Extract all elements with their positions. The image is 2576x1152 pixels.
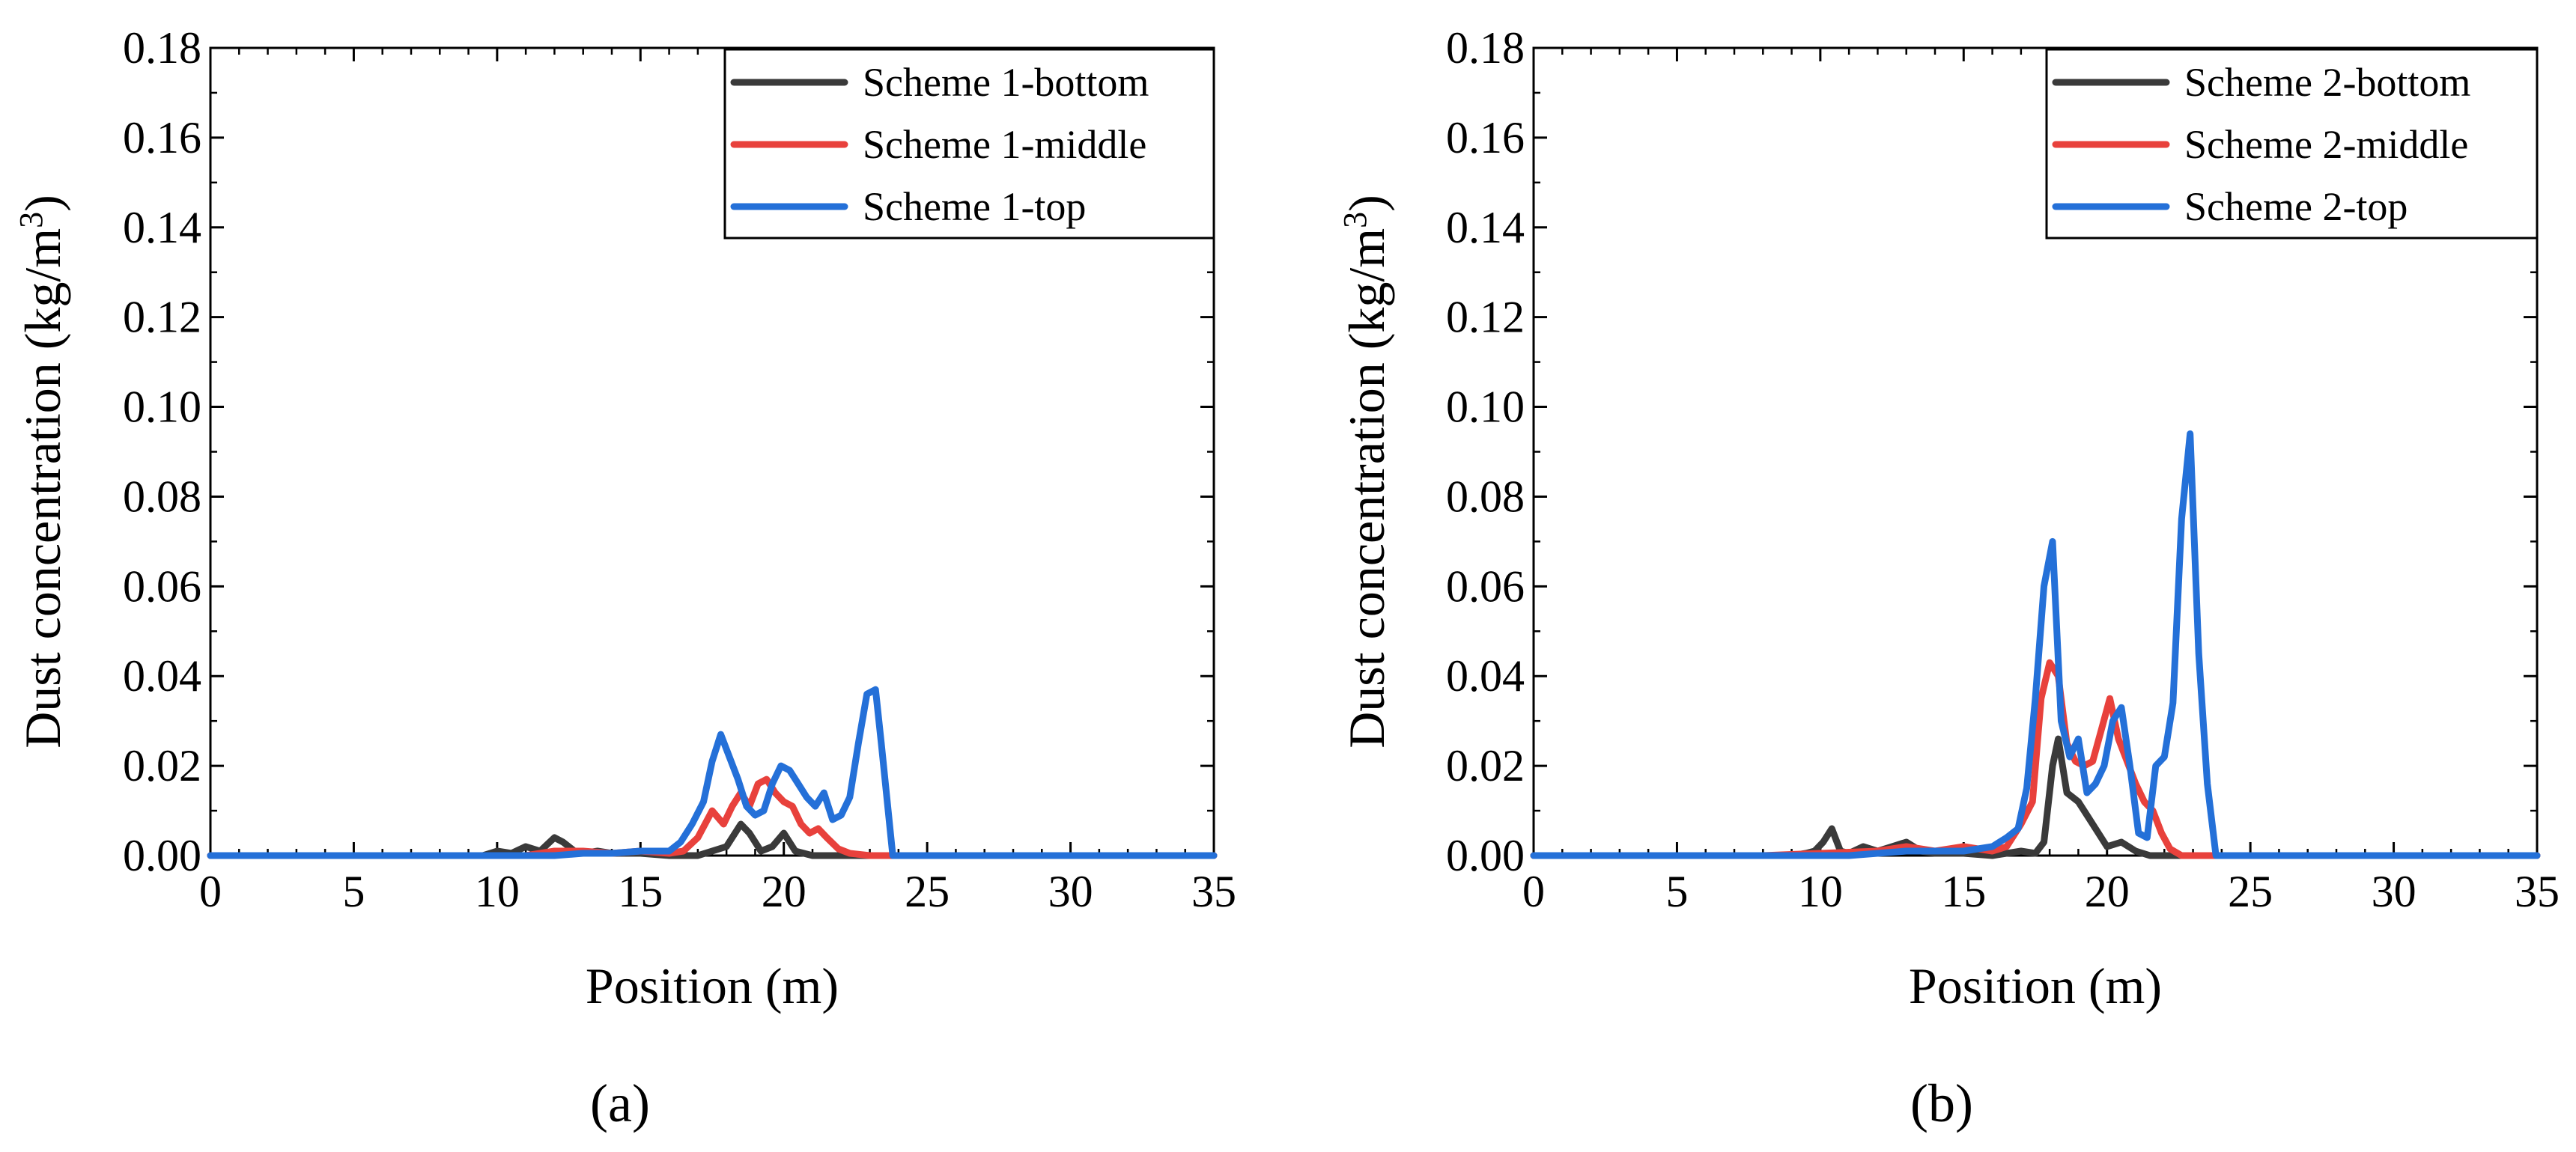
y-tick-label: 0.16 (1446, 113, 1525, 162)
y-tick-label: 0.02 (123, 741, 201, 790)
x-tick-label: 35 (2515, 867, 2560, 916)
y-tick-label: 0.06 (1446, 561, 1525, 611)
y-tick-label: 0.04 (1446, 651, 1525, 701)
x-tick-label: 15 (618, 867, 663, 916)
x-tick-label: 0 (199, 867, 222, 916)
series-line (207, 686, 1218, 859)
y-tick-label: 0.12 (123, 293, 201, 342)
x-tick-label: 10 (1798, 867, 1843, 916)
y-tick-label: 0.18 (1446, 23, 1525, 73)
y-tick-label: 0.14 (123, 203, 201, 252)
x-tick-label: 0 (1522, 867, 1545, 916)
y-tick-label: 0.08 (1446, 472, 1525, 521)
y-tick-label: 0.06 (123, 561, 201, 611)
x-tick-label: 15 (1941, 867, 1986, 916)
x-tick-label: 35 (1191, 867, 1236, 916)
x-axis-title: Position (m) (1909, 957, 2162, 1014)
y-tick-label: 0.18 (123, 23, 201, 73)
x-tick-label: 30 (2372, 867, 2416, 916)
y-tick-label: 0.00 (1446, 831, 1525, 880)
legend-label: Scheme 2-middle (2184, 122, 2468, 167)
panel-label: (a) (590, 1073, 650, 1133)
legend-label: Scheme 2-top (2184, 184, 2408, 229)
legend: Scheme 2-bottom Scheme 2-middle Scheme 2-t… (2045, 48, 2539, 240)
y-axis-title: Dust concentration (kg/m3) (13, 195, 72, 749)
chart-a: Dust concentration (kg/m3) Position (m) … (13, 23, 1237, 1133)
y-axis-title: Dust concentration (kg/m3) (1337, 195, 1396, 749)
x-tick-label: 5 (1665, 867, 1688, 916)
y-tick-label: 0.00 (123, 831, 201, 880)
y-tick-label: 0.08 (123, 472, 201, 521)
y-tick-label: 0.12 (1446, 293, 1525, 342)
legend-label: Scheme 1-top (863, 184, 1086, 229)
panel-label: (b) (1910, 1073, 1973, 1133)
series-line (1530, 430, 2541, 859)
chart-b: Dust concentration (kg/m3) Position (m) … (1337, 23, 2560, 1133)
y-tick-label: 0.04 (123, 651, 201, 701)
y-tick-label: 0.10 (123, 383, 201, 432)
y-tick-label: 0.10 (1446, 383, 1525, 432)
y-tick-label: 0.14 (1446, 203, 1525, 252)
x-tick-label: 5 (342, 867, 365, 916)
x-tick-label: 20 (2085, 867, 2130, 916)
y-tick-label: 0.02 (1446, 741, 1525, 790)
x-axis-title: Position (m) (586, 957, 839, 1014)
x-tick-label: 30 (1048, 867, 1093, 916)
x-tick-label: 25 (905, 867, 950, 916)
x-tick-label: 25 (2228, 867, 2273, 916)
legend-label: Scheme 1-bottom (863, 60, 1149, 105)
legend-label: Scheme 1-middle (863, 122, 1146, 167)
legend: Scheme 1-bottom Scheme 1-middle Scheme 1-t… (723, 48, 1215, 240)
x-tick-label: 20 (762, 867, 806, 916)
legend-label: Scheme 2-bottom (2184, 60, 2470, 105)
x-tick-label: 10 (475, 867, 520, 916)
y-tick-label: 0.16 (123, 113, 201, 162)
